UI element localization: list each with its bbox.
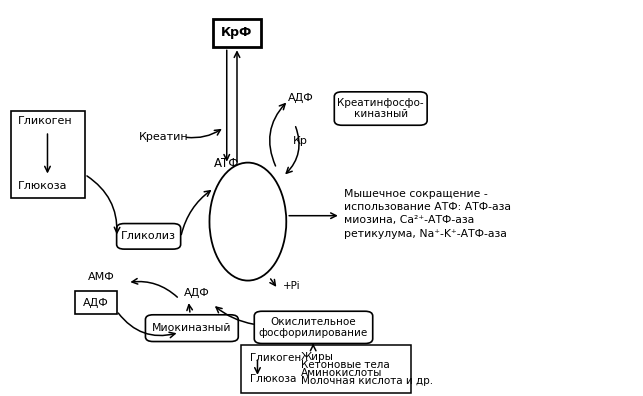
Bar — [242, 345, 411, 393]
Text: Креатин: Креатин — [139, 132, 188, 142]
FancyBboxPatch shape — [145, 315, 239, 341]
Text: Кр: Кр — [293, 136, 307, 146]
FancyBboxPatch shape — [334, 92, 427, 125]
Text: Миокиназный: Миокиназный — [152, 323, 231, 333]
Text: АДФ: АДФ — [184, 288, 210, 298]
Text: Мышечное сокращение -
использование АТФ: АТФ-аза
миозина, Ca²⁺-АТФ-аза
ретикулум: Мышечное сокращение - использование АТФ:… — [344, 189, 511, 238]
FancyBboxPatch shape — [116, 224, 181, 249]
Text: КрФ: КрФ — [221, 26, 253, 38]
Text: АМФ: АМФ — [88, 272, 114, 282]
Text: Гликоген: Гликоген — [249, 353, 301, 363]
Text: АТФ: АТФ — [214, 157, 239, 170]
Text: Глюкоза: Глюкоза — [249, 373, 296, 384]
Bar — [213, 19, 260, 47]
Text: АДФ: АДФ — [83, 297, 109, 308]
FancyBboxPatch shape — [254, 311, 373, 343]
Text: АДФ: АДФ — [288, 93, 314, 103]
Text: +Pi: +Pi — [283, 281, 301, 291]
Text: Креатинфосфо-
киназный: Креатинфосфо- киназный — [338, 98, 424, 119]
Text: Гликолиз: Гликолиз — [121, 231, 176, 241]
Text: Жиры: Жиры — [301, 352, 334, 362]
Text: Аминокислоты: Аминокислоты — [301, 368, 383, 378]
Text: Окислительное
фосфорилирование: Окислительное фосфорилирование — [259, 316, 368, 338]
Bar — [11, 112, 85, 198]
Text: Глюкоза: Глюкоза — [18, 181, 68, 191]
Text: Гликоген: Гликоген — [18, 116, 73, 126]
Bar — [75, 291, 116, 314]
Text: Молочная кислота и др.: Молочная кислота и др. — [301, 376, 433, 386]
Ellipse shape — [210, 163, 286, 281]
Text: Кетоновые тела: Кетоновые тела — [301, 360, 390, 370]
